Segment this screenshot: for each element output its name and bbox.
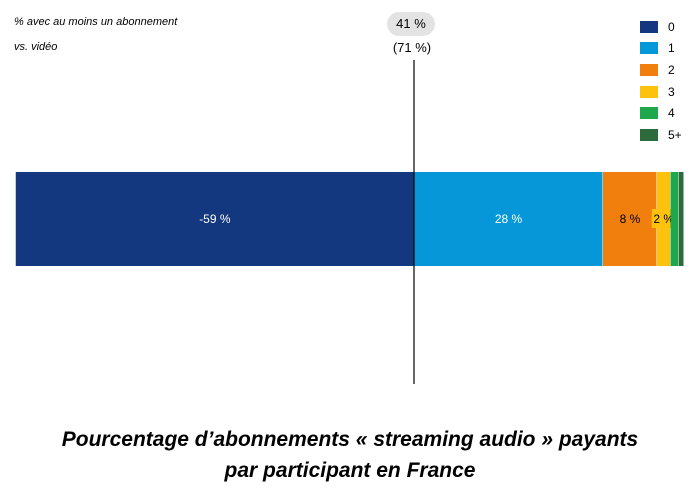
legend-item: 4 bbox=[640, 102, 682, 124]
note-at-least-one: % avec au moins un abonnement bbox=[14, 16, 178, 28]
legend-label: 4 bbox=[668, 106, 675, 121]
legend: 0 1 2 3 4 5+ bbox=[640, 16, 682, 146]
legend-label: 1 bbox=[668, 41, 675, 56]
audio-total-pill: 41 % bbox=[387, 12, 435, 36]
legend-label: 2 bbox=[668, 62, 675, 77]
data-label-2: 8 % bbox=[620, 212, 641, 226]
data-label-1: 28 % bbox=[495, 212, 523, 226]
legend-label: 3 bbox=[668, 84, 675, 99]
legend-item: 3 bbox=[640, 81, 682, 103]
chart-title-line1: Pourcentage d’abonnements « streaming au… bbox=[61, 428, 639, 451]
data-label-bg bbox=[651, 209, 676, 228]
chart-title-line2: par participant en France bbox=[224, 459, 476, 482]
legend-item: 0 bbox=[640, 16, 682, 38]
bar-segment-4 bbox=[670, 172, 679, 266]
legend-label: 5+ bbox=[668, 127, 682, 142]
chart-title: Pourcentage d’abonnements « streaming au… bbox=[0, 424, 700, 486]
data-label-3: 2 % bbox=[653, 212, 674, 226]
legend-swatch bbox=[640, 63, 658, 76]
bar-segment-5+ bbox=[678, 172, 684, 266]
legend-swatch bbox=[640, 42, 658, 55]
data-label-0: -59 % bbox=[199, 212, 231, 226]
bar-segment-2 bbox=[603, 172, 657, 266]
legend-swatch bbox=[640, 85, 658, 98]
legend-label: 0 bbox=[668, 19, 675, 34]
legend-swatch bbox=[640, 128, 658, 141]
legend-swatch bbox=[640, 20, 658, 33]
legend-item: 5+ bbox=[640, 124, 682, 146]
bar-segment-1 bbox=[414, 172, 603, 266]
note-vs-video: vs. vidéo bbox=[14, 41, 58, 53]
video-total-label: (71 %) bbox=[392, 40, 432, 55]
legend-swatch bbox=[640, 107, 658, 120]
bar-segment-0 bbox=[15, 172, 414, 266]
legend-item: 2 bbox=[640, 59, 682, 81]
legend-item: 1 bbox=[640, 38, 682, 60]
